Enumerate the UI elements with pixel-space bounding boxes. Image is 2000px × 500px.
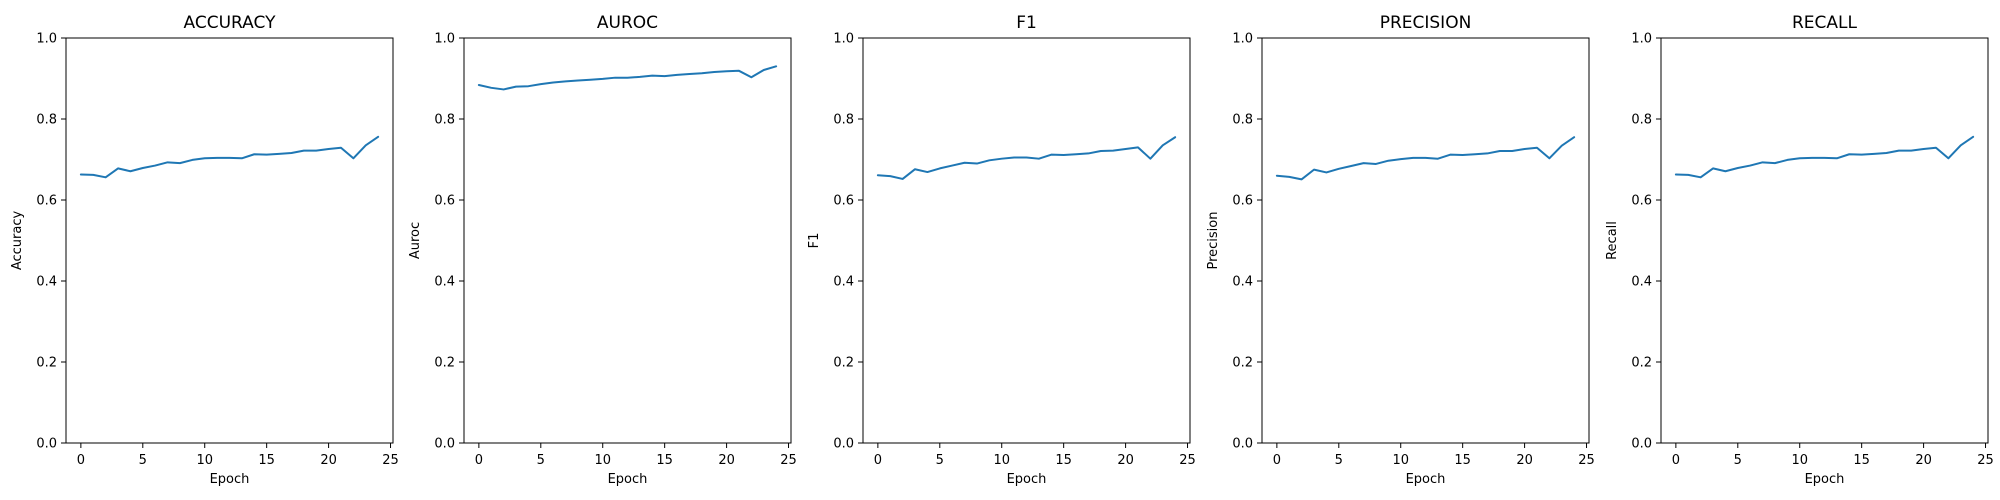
y-axis-label: F1 <box>807 233 822 249</box>
x-tick-label: 20 <box>1516 453 1533 468</box>
x-tick-label: 5 <box>1734 453 1742 468</box>
x-tick-label: 20 <box>320 453 337 468</box>
x-tick-label: 0 <box>475 453 483 468</box>
y-tick-label: 1.0 <box>434 32 455 47</box>
x-tick-label: 20 <box>718 453 735 468</box>
x-tick-label: 15 <box>258 453 275 468</box>
y-tick-label: 0.2 <box>1631 356 1652 371</box>
x-tick-label: 25 <box>780 453 797 468</box>
x-tick-label: 0 <box>874 453 882 468</box>
y-tick-label: 0.2 <box>833 356 854 371</box>
x-tick-label: 15 <box>1853 453 1870 468</box>
x-axis-label: Epoch <box>1406 472 1446 487</box>
x-tick-label: 5 <box>936 453 944 468</box>
y-tick-label: 0.6 <box>833 194 854 209</box>
y-tick-label: 0.4 <box>36 275 57 290</box>
y-tick-label: 0.0 <box>1232 437 1253 452</box>
y-axis-label: Auroc <box>408 222 423 259</box>
series-line <box>477 65 778 91</box>
panel-title: AUROC <box>597 13 658 33</box>
x-tick-label: 25 <box>382 453 399 468</box>
panel-title: RECALL <box>1792 13 1858 33</box>
y-tick-label: 0.0 <box>434 437 455 452</box>
y-axis-label: Recall <box>1605 221 1620 260</box>
y-tick-label: 0.2 <box>1232 356 1253 371</box>
panel-auroc: AUROC 0.0 0.2 0.4 0.6 0.8 1.0 0 5 10 15 20 25 Epoch Au… <box>408 13 797 487</box>
y-tick-label: 0.8 <box>833 113 854 128</box>
panel-title: F1 <box>1016 13 1037 33</box>
plot-frame <box>1261 37 1590 444</box>
y-axis-label: Accuracy <box>10 211 25 271</box>
x-tick-label: 0 <box>1672 453 1680 468</box>
x-axis-label: Epoch <box>608 472 648 487</box>
y-tick-label: 0.0 <box>833 437 854 452</box>
x-tick-label: 10 <box>993 453 1010 468</box>
panel-f1: F1 0.0 0.2 0.4 0.6 0.8 1.0 0 5 10 15 20 25 Epoch F1 <box>807 13 1196 487</box>
y-tick-label: 1.0 <box>36 32 57 47</box>
y-tick-label: 1.0 <box>1631 32 1652 47</box>
y-tick-label: 0.4 <box>1631 275 1652 290</box>
series-line <box>1275 136 1576 181</box>
x-tick-label: 10 <box>1392 453 1409 468</box>
x-tick-label: 25 <box>1977 453 1994 468</box>
x-tick-label: 10 <box>594 453 611 468</box>
panel-recall: RECALL 0.0 0.2 0.4 0.6 0.8 1.0 0 5 10 15 20 25 Epoch R… <box>1605 13 1994 487</box>
y-tick-label: 0.6 <box>1631 194 1652 209</box>
panel-title: PRECISION <box>1380 13 1472 33</box>
x-tick-label: 15 <box>1454 453 1471 468</box>
y-tick-label: 1.0 <box>833 32 854 47</box>
y-tick-label: 0.4 <box>434 275 455 290</box>
x-tick-label: 5 <box>139 453 147 468</box>
x-tick-label: 10 <box>1791 453 1808 468</box>
y-tick-label: 0.8 <box>1232 113 1253 128</box>
y-tick-label: 0.6 <box>434 194 455 209</box>
y-tick-label: 0.0 <box>1631 437 1652 452</box>
y-tick-label: 0.0 <box>36 437 57 452</box>
panel-title: ACCURACY <box>184 13 277 33</box>
panel-accuracy: ACCURACY 0.0 0.2 0.4 0.6 0.8 1.0 0 5 10 15 20 25 Epoc… <box>10 13 399 487</box>
y-tick-label: 0.6 <box>1232 194 1253 209</box>
x-tick-label: 0 <box>77 453 85 468</box>
y-tick-label: 0.8 <box>36 113 57 128</box>
series-line <box>79 135 380 179</box>
x-tick-label: 10 <box>196 453 213 468</box>
x-axis-label: Epoch <box>1805 472 1845 487</box>
plot-frame <box>1660 37 1989 444</box>
x-axis-label: Epoch <box>1007 472 1047 487</box>
x-axis-label: Epoch <box>210 472 250 487</box>
plot-frame <box>463 37 792 444</box>
plot-frame <box>862 37 1191 444</box>
y-tick-label: 0.8 <box>1631 113 1652 128</box>
x-tick-label: 25 <box>1179 453 1196 468</box>
x-tick-label: 25 <box>1578 453 1595 468</box>
panel-precision: PRECISION 0.0 0.2 0.4 0.6 0.8 1.0 0 5 10 15 20 25 Epo… <box>1206 13 1595 487</box>
x-tick-label: 0 <box>1273 453 1281 468</box>
y-tick-label: 0.2 <box>434 356 455 371</box>
y-tick-label: 0.4 <box>833 275 854 290</box>
series-line <box>876 136 1177 180</box>
y-tick-label: 0.6 <box>36 194 57 209</box>
series-line <box>1674 135 1975 179</box>
y-tick-label: 0.8 <box>434 113 455 128</box>
x-tick-label: 5 <box>537 453 545 468</box>
x-tick-label: 20 <box>1915 453 1932 468</box>
y-tick-label: 1.0 <box>1232 32 1253 47</box>
y-axis-label: Precision <box>1206 211 1221 269</box>
x-tick-label: 5 <box>1335 453 1343 468</box>
plot-frame <box>65 37 394 444</box>
x-tick-label: 15 <box>1055 453 1072 468</box>
y-tick-label: 0.2 <box>36 356 57 371</box>
x-tick-label: 20 <box>1117 453 1134 468</box>
y-tick-label: 0.4 <box>1232 275 1253 290</box>
x-tick-label: 15 <box>656 453 673 468</box>
